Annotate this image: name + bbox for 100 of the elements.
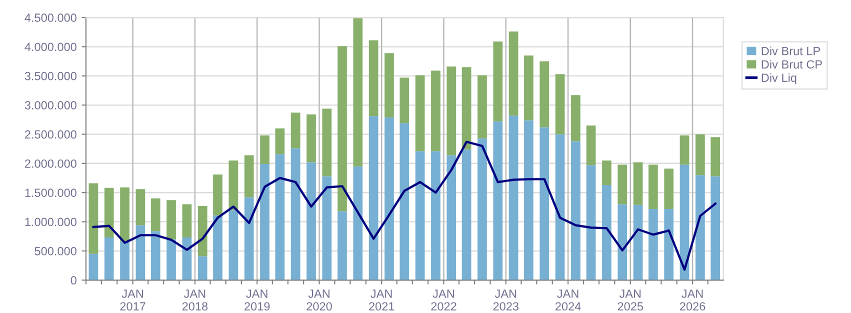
bar [555,134,565,280]
bar [571,95,580,142]
x-tick-label: JAN 2020 [306,290,332,311]
bar [275,154,285,280]
bar [244,155,254,198]
bar [586,165,596,280]
bar [602,185,612,280]
x-tick-label: JAN 2023 [493,290,518,311]
bar [104,238,114,280]
x-tick-label: JAN 2025 [618,290,644,311]
bar [431,70,440,152]
bar [493,121,503,280]
bar [400,123,410,280]
legend-label: Div Liq [762,73,796,84]
bar [384,53,394,118]
bar [228,210,238,280]
bar [618,164,628,204]
bar [88,183,98,254]
bar [508,32,518,116]
bar [213,174,222,216]
bar [306,114,316,162]
bar [384,117,394,280]
y-tick-label: 2.000.000 [25,159,76,168]
x-tick-label: JAN 2021 [369,290,394,311]
bar [648,208,658,280]
bar [524,120,534,280]
bar [431,151,440,280]
bar [680,164,690,280]
bar [306,162,316,280]
bar [150,231,160,280]
bar [322,108,332,176]
y-tick-label: 3.000.000 [24,101,76,110]
bar [493,41,503,122]
y-tick-label: 1.500.000 [25,188,76,197]
bar [88,254,98,280]
bar [150,198,160,232]
bar [710,176,720,280]
y-tick-label: 1.000.000 [25,218,76,226]
bar [353,166,363,280]
bar [478,138,487,280]
bar [524,55,534,120]
bar [260,164,270,280]
bar [571,141,580,280]
bar [696,175,705,280]
legend-label: Div Brut LP [762,46,820,56]
bar [618,204,628,280]
line-series [92,140,716,271]
y-tick-label: 2.500.000 [25,130,76,139]
bar [338,46,347,212]
bar [136,225,146,280]
bar [633,204,643,280]
bar [540,127,550,280]
bar [648,164,658,209]
bar [400,78,410,124]
bar [710,137,720,176]
y-tick-label: 0 [70,276,76,285]
bar [166,239,176,280]
x-tick-label: JAN 2026 [680,290,706,311]
x-tick-label: JAN 2019 [244,290,270,311]
y-tick-label: 500.000 [34,246,76,256]
bar [244,197,254,280]
bar [415,151,425,280]
bar [228,160,238,210]
x-tick-label: JAN 2018 [182,290,208,311]
x-tick-label: JAN 2017 [120,290,146,311]
bar [602,160,612,186]
bar [198,256,208,280]
bar [633,162,643,205]
bar [664,168,674,209]
bar [462,67,472,150]
bar [368,116,378,280]
bar [198,206,208,256]
y-tick-label: 4.000.000 [24,42,76,52]
bar [120,242,130,280]
bar [446,66,456,156]
bar [290,112,300,148]
bar [166,200,176,240]
bar [415,75,425,152]
bar [260,135,270,164]
bar [120,187,130,242]
y-tick-label: 3.500.000 [24,72,76,80]
bar [368,40,378,116]
bar [338,211,347,280]
bar [136,189,146,226]
x-tick-label: JAN 2022 [431,290,456,311]
bar [696,134,705,176]
bar [446,155,456,280]
y-tick-label: 4.500.000 [24,14,76,22]
bar [540,61,550,128]
bar [508,116,518,280]
bar [664,208,674,280]
x-tick-label: JAN 2024 [556,290,581,311]
bar [275,128,285,154]
bar [290,148,300,280]
bar [213,215,222,280]
bar [555,74,565,134]
bar [680,135,690,165]
bar [353,18,363,166]
bar [586,125,596,166]
bar [478,75,487,138]
